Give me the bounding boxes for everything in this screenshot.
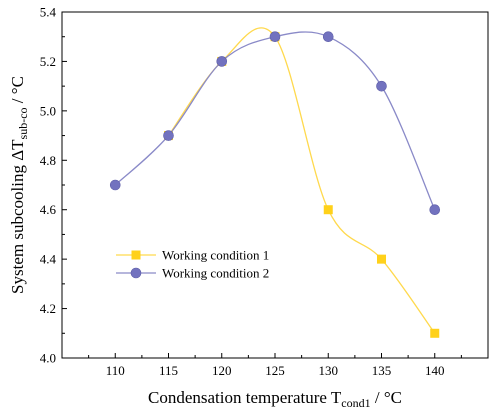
- series-1-point: [323, 205, 333, 215]
- series-1-point: [430, 328, 440, 338]
- y-tick-label: 4.6: [40, 202, 57, 217]
- plot-frame: [61, 11, 489, 359]
- series-2-point: [322, 31, 334, 43]
- x-tick-label: 110: [106, 363, 125, 378]
- y-tick-label: 5.0: [40, 103, 56, 118]
- x-axis-title: Condensation temperature Tcond1 / °C: [148, 388, 402, 410]
- series-1: [164, 27, 440, 338]
- series-2-line: [114, 31, 436, 210]
- x-axis-ticks: 110 115 120 125 130 135 140: [88, 353, 462, 378]
- series-2-point: [109, 179, 121, 191]
- series-1-point: [377, 254, 386, 264]
- y-axis-ticks: 4.0 4.2 4.4 4.6 4.8 5.0 5.2 5.4: [40, 5, 67, 366]
- y-tick-label: 5.2: [40, 54, 56, 69]
- series-2-point: [269, 31, 281, 43]
- series-1-line: [167, 27, 436, 334]
- x-tick-label: 120: [212, 363, 232, 378]
- y-tick-label: 4.2: [40, 301, 56, 316]
- series-2-point: [376, 80, 387, 92]
- legend-marker-2: [130, 267, 142, 279]
- y-tick-label: 5.4: [40, 5, 57, 20]
- x-tick-label: 125: [265, 363, 285, 378]
- legend-marker-1: [131, 250, 141, 260]
- legend-label-2: Working condition 2: [162, 266, 269, 281]
- x-tick-label: 135: [372, 363, 392, 378]
- legend-label-1: Working condition 1: [162, 248, 269, 263]
- y-axis-title: System subcooling ΔTsub-co / °C: [8, 76, 30, 294]
- y-tick-label: 4.8: [40, 153, 56, 168]
- series-2-point: [429, 204, 441, 216]
- x-tick-label: 140: [425, 363, 445, 378]
- series-2-point: [216, 56, 228, 67]
- x-tick-label: 115: [159, 363, 178, 378]
- series-2-point: [163, 130, 174, 141]
- x-tick-label: 130: [319, 363, 339, 378]
- y-tick-label: 4.4: [40, 252, 57, 267]
- series-layer: [109, 27, 441, 338]
- legend: Working condition 1 Working condition 2: [116, 248, 269, 281]
- y-tick-label: 4.0: [40, 351, 56, 366]
- series-2: [109, 31, 441, 216]
